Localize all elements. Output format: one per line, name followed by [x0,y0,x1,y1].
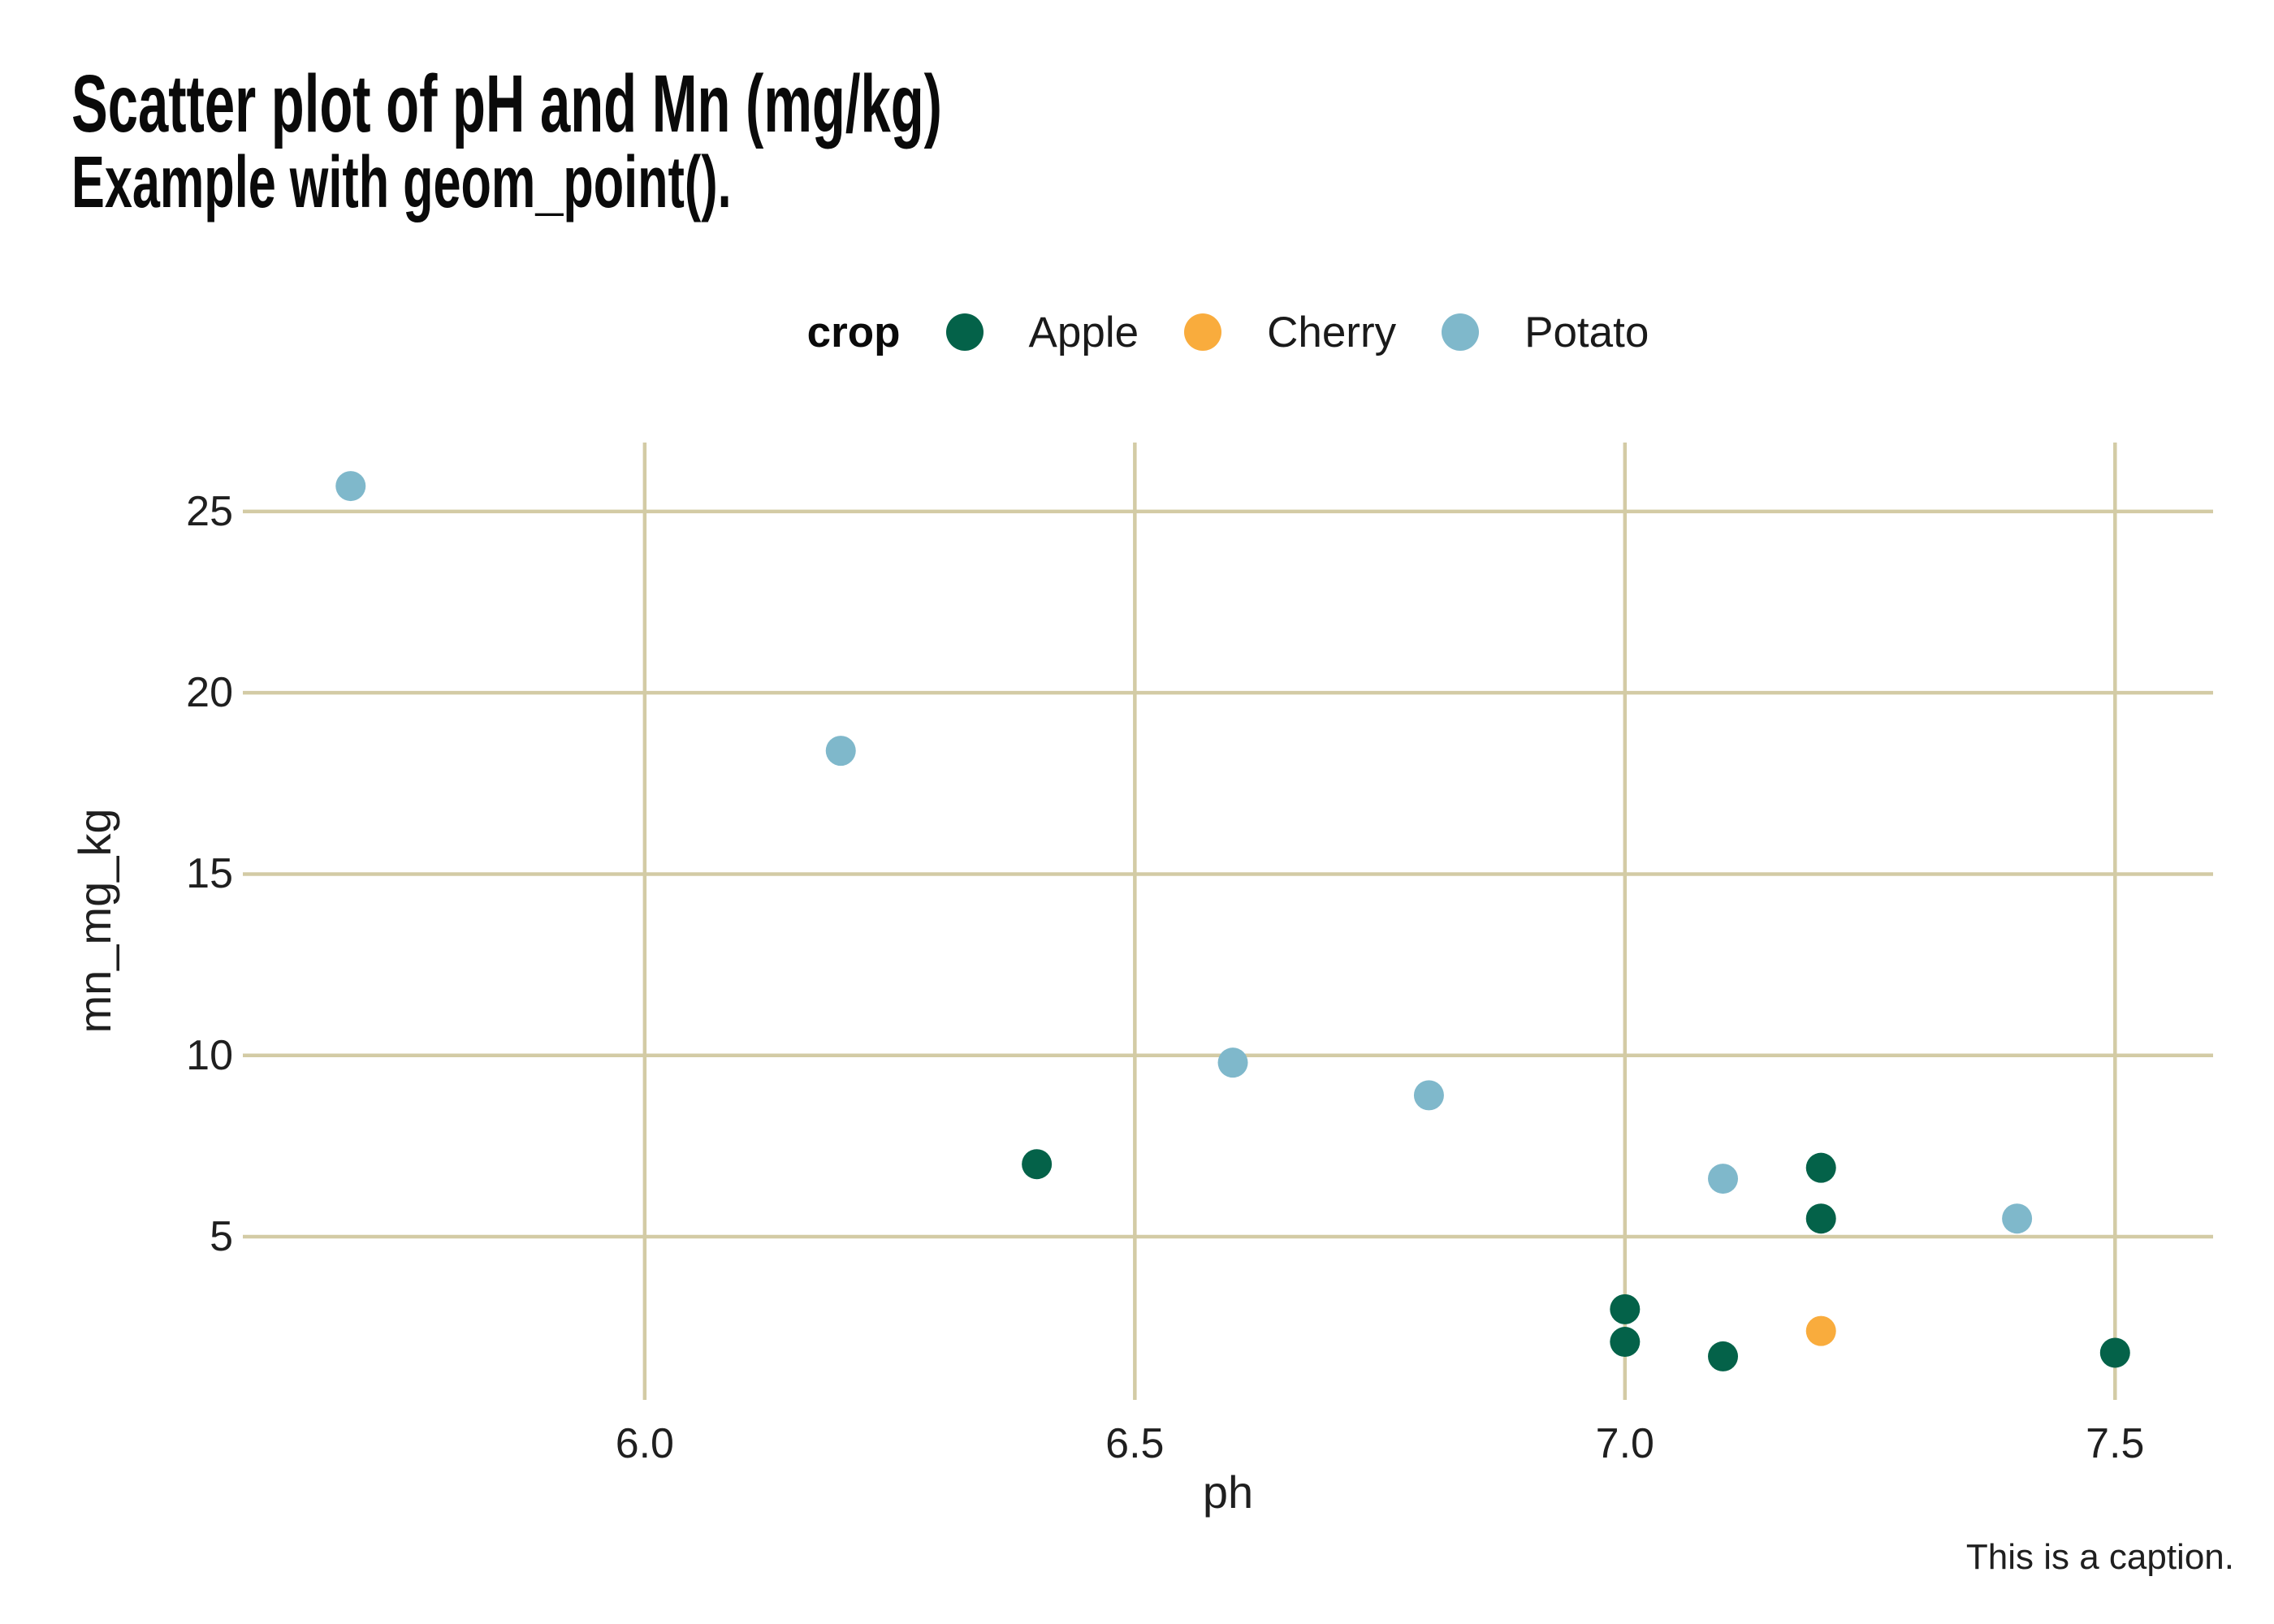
y-tick-label: 5 [210,1213,233,1261]
x-tick-label: 7.0 [1595,1420,1654,1467]
legend-item-label: Potato [1524,308,1649,356]
y-axis-title: mn_mg_kg [69,808,120,1034]
legend-swatch-icon [1184,313,1222,351]
legend-item-label: Apple [1028,308,1139,356]
data-point-apple [1610,1294,1641,1324]
data-point-apple [1805,1152,1836,1183]
data-point-apple [1022,1149,1053,1180]
data-point-potato [825,736,856,767]
x-tick-label: 6.5 [1105,1420,1165,1467]
data-point-apple [1708,1341,1739,1371]
legend-item-cherry: Cherry [1184,308,1396,357]
legend-swatch-icon [1442,313,1480,351]
y-tick-label: 25 [186,487,233,535]
y-tick-label: 15 [186,850,233,898]
data-point-apple [1610,1327,1641,1358]
legend-item-apple: Apple [945,308,1139,357]
chart-subtitle: Example with geom_point(). [71,142,732,223]
x-tick-label: 7.5 [2086,1420,2145,1467]
data-point-potato [335,471,366,502]
data-point-apple [1805,1203,1836,1234]
legend-item-potato: Potato [1442,308,1649,357]
legend: crop Apple Cherry Potato [243,304,2213,361]
y-tick-label: 10 [186,1031,233,1079]
data-point-cherry [1805,1315,1836,1346]
x-tick-label: 6.0 [615,1420,674,1467]
legend-title: crop [806,308,901,356]
y-tick-label: 20 [186,669,233,717]
chart-title: Scatter plot of pH and Mn (mg/kg) [71,58,942,149]
data-point-potato [1708,1164,1739,1194]
legend-item-label: Cherry [1267,308,1397,356]
data-point-potato [2002,1203,2033,1234]
x-axis-title: ph [1202,1466,1254,1518]
data-point-apple [2099,1337,2130,1368]
legend-swatch-icon [945,313,984,351]
data-point-potato [1413,1080,1444,1111]
chart-caption: This is a caption. [1965,1537,2234,1577]
data-point-potato [1217,1047,1248,1078]
